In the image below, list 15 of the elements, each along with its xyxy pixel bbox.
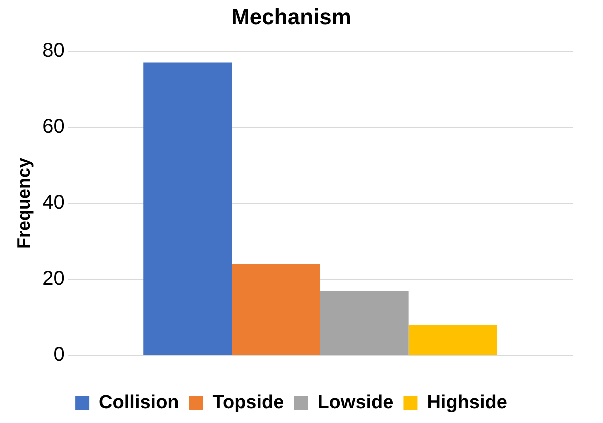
legend-label: Highside — [427, 392, 508, 414]
y-tick-label: 40 — [42, 192, 65, 214]
bar — [144, 62, 232, 356]
y-axis-title: Frequency — [14, 158, 34, 250]
legend-label: Lowside — [318, 392, 394, 414]
legend-label: Topside — [212, 392, 284, 414]
y-tick-label: 80 — [42, 40, 65, 62]
y-tick-label: 0 — [54, 344, 65, 366]
y-tick-label: 20 — [42, 268, 65, 290]
y-tick-label: 60 — [42, 116, 65, 138]
legend-label: Collision — [99, 392, 180, 414]
bar — [320, 290, 409, 356]
bar — [408, 325, 498, 356]
bar — [232, 264, 320, 356]
chart-title: Mechanism — [232, 4, 352, 30]
